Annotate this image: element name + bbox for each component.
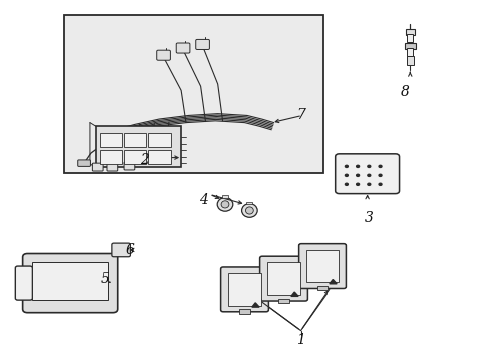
Bar xyxy=(124,133,146,147)
Bar xyxy=(124,150,146,164)
FancyBboxPatch shape xyxy=(112,243,130,257)
Text: 7: 7 xyxy=(296,108,305,122)
Bar xyxy=(406,55,413,65)
FancyBboxPatch shape xyxy=(124,162,135,170)
FancyBboxPatch shape xyxy=(78,160,90,166)
Text: 4: 4 xyxy=(198,193,207,207)
Bar xyxy=(148,150,170,164)
Text: 2: 2 xyxy=(140,153,149,167)
Bar xyxy=(404,42,415,49)
FancyBboxPatch shape xyxy=(176,43,189,53)
Circle shape xyxy=(378,183,381,185)
Bar xyxy=(407,34,412,42)
FancyBboxPatch shape xyxy=(15,266,32,300)
Text: 1: 1 xyxy=(296,333,305,347)
Ellipse shape xyxy=(221,201,228,208)
FancyBboxPatch shape xyxy=(22,253,118,313)
FancyBboxPatch shape xyxy=(220,267,268,312)
Bar xyxy=(305,250,338,282)
Circle shape xyxy=(378,165,381,167)
FancyBboxPatch shape xyxy=(195,40,209,49)
Circle shape xyxy=(345,183,347,185)
Bar xyxy=(266,262,300,295)
Bar xyxy=(405,30,414,35)
Bar xyxy=(148,133,170,147)
Circle shape xyxy=(356,174,359,176)
Ellipse shape xyxy=(241,204,257,217)
Bar xyxy=(246,202,252,204)
Bar xyxy=(64,15,322,173)
Circle shape xyxy=(356,165,359,167)
Ellipse shape xyxy=(245,207,253,214)
Circle shape xyxy=(356,183,359,185)
Bar xyxy=(222,195,227,198)
Text: 3: 3 xyxy=(364,211,372,225)
Circle shape xyxy=(345,174,347,176)
Text: 5: 5 xyxy=(101,271,110,285)
FancyBboxPatch shape xyxy=(107,163,118,171)
Bar xyxy=(96,126,181,167)
Bar xyxy=(100,133,122,147)
Bar xyxy=(238,309,250,314)
FancyBboxPatch shape xyxy=(259,256,307,301)
Circle shape xyxy=(367,165,370,167)
Bar xyxy=(407,48,412,56)
Bar xyxy=(32,262,108,300)
Bar xyxy=(277,298,289,303)
FancyBboxPatch shape xyxy=(335,154,399,194)
Bar xyxy=(227,273,261,306)
Polygon shape xyxy=(290,292,298,296)
Polygon shape xyxy=(329,279,336,284)
Circle shape xyxy=(345,165,347,167)
Bar xyxy=(100,150,122,164)
Text: 8: 8 xyxy=(400,85,409,99)
Circle shape xyxy=(367,174,370,176)
Ellipse shape xyxy=(217,198,232,211)
Bar xyxy=(316,286,328,290)
Polygon shape xyxy=(251,303,259,307)
FancyBboxPatch shape xyxy=(92,163,103,171)
Circle shape xyxy=(378,174,381,176)
FancyBboxPatch shape xyxy=(157,50,170,60)
Text: 6: 6 xyxy=(125,243,134,257)
FancyBboxPatch shape xyxy=(298,244,346,288)
Circle shape xyxy=(367,183,370,185)
